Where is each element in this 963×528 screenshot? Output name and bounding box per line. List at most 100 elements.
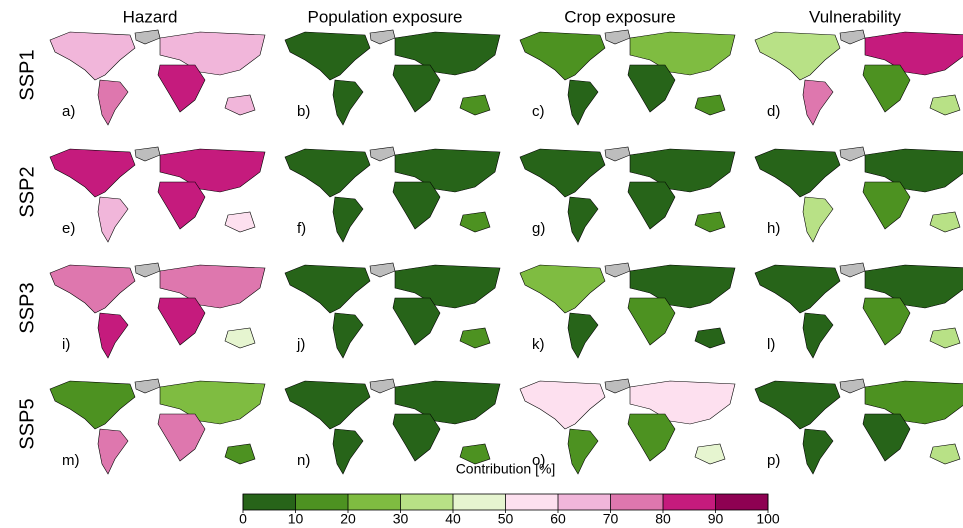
region bbox=[285, 32, 370, 80]
colorbar-tick-label: 40 bbox=[445, 511, 461, 527]
region bbox=[520, 265, 605, 313]
map-panel bbox=[50, 30, 265, 125]
region bbox=[628, 65, 675, 112]
region bbox=[98, 197, 128, 242]
region bbox=[930, 95, 960, 115]
panel-letter: f) bbox=[297, 220, 306, 237]
map-panel bbox=[285, 30, 500, 125]
column-title: Hazard bbox=[123, 7, 178, 26]
colorbar-swatch bbox=[401, 494, 454, 510]
region bbox=[460, 212, 490, 232]
region bbox=[803, 429, 833, 474]
region bbox=[333, 80, 363, 125]
map-panel bbox=[520, 263, 735, 358]
panel-letter: m) bbox=[62, 452, 80, 469]
region bbox=[695, 328, 725, 348]
row-label: SSP2 bbox=[16, 166, 38, 217]
region bbox=[333, 313, 363, 358]
greenland bbox=[135, 147, 160, 161]
row-label: SSP1 bbox=[16, 49, 38, 100]
region bbox=[98, 313, 128, 358]
region bbox=[393, 65, 440, 112]
column-title: Vulnerability bbox=[809, 7, 901, 26]
greenland bbox=[135, 30, 160, 44]
region bbox=[50, 32, 135, 80]
colorbar-tick-label: 80 bbox=[655, 511, 671, 527]
map-panel bbox=[520, 30, 735, 125]
colorbar-tick-label: 50 bbox=[498, 511, 514, 527]
region bbox=[158, 298, 205, 345]
greenland bbox=[370, 263, 395, 277]
region bbox=[930, 444, 960, 464]
panel-letter: a) bbox=[62, 103, 75, 120]
map-panel bbox=[50, 379, 265, 474]
row-label: SSP5 bbox=[16, 398, 38, 449]
map-panel bbox=[755, 30, 963, 125]
greenland bbox=[840, 30, 865, 44]
region bbox=[695, 212, 725, 232]
region bbox=[695, 444, 725, 464]
region bbox=[520, 381, 605, 429]
region bbox=[755, 381, 840, 429]
map-panel bbox=[50, 147, 265, 242]
panel-letter: k) bbox=[532, 336, 545, 353]
figure: Hazard Population exposure Crop exposure Vu… bbox=[0, 0, 963, 528]
region bbox=[158, 182, 205, 229]
region bbox=[225, 95, 255, 115]
colorbar-swatch bbox=[506, 494, 559, 510]
map-panel bbox=[285, 263, 500, 358]
region bbox=[863, 65, 910, 112]
region bbox=[225, 444, 255, 464]
panel-letter: d) bbox=[767, 103, 780, 120]
region bbox=[863, 414, 910, 461]
region bbox=[50, 149, 135, 197]
region bbox=[695, 95, 725, 115]
panel-letter: g) bbox=[532, 220, 545, 237]
colorbar-tick-label: 90 bbox=[708, 511, 724, 527]
region bbox=[930, 328, 960, 348]
colorbar-title: Contribution [%] bbox=[456, 461, 556, 477]
region bbox=[568, 429, 598, 474]
region bbox=[98, 80, 128, 125]
column-title: Crop exposure bbox=[564, 7, 676, 26]
map-panel bbox=[755, 263, 963, 358]
column-title: Population exposure bbox=[307, 7, 462, 26]
panel-letter: i) bbox=[62, 336, 70, 353]
colorbar-tick-label: 100 bbox=[756, 511, 780, 527]
colorbar-swatch bbox=[716, 494, 769, 510]
region bbox=[628, 414, 675, 461]
map-panel bbox=[755, 379, 963, 474]
greenland bbox=[370, 379, 395, 393]
colorbar-tick-label: 0 bbox=[239, 511, 247, 527]
region bbox=[520, 149, 605, 197]
panel-letter: e) bbox=[62, 220, 75, 237]
region bbox=[568, 313, 598, 358]
greenland bbox=[135, 263, 160, 277]
region bbox=[568, 197, 598, 242]
region bbox=[863, 182, 910, 229]
region bbox=[285, 149, 370, 197]
region bbox=[158, 414, 205, 461]
region bbox=[285, 265, 370, 313]
map-panel bbox=[520, 147, 735, 242]
panel-letter: h) bbox=[767, 220, 780, 237]
greenland bbox=[605, 30, 630, 44]
region bbox=[393, 298, 440, 345]
greenland bbox=[135, 379, 160, 393]
region bbox=[393, 414, 440, 461]
region bbox=[755, 265, 840, 313]
colorbar-tick-label: 60 bbox=[550, 511, 566, 527]
greenland bbox=[840, 379, 865, 393]
region bbox=[50, 381, 135, 429]
panel-letter: l) bbox=[767, 336, 775, 353]
colorbar-tick-label: 30 bbox=[393, 511, 409, 527]
region bbox=[225, 328, 255, 348]
region bbox=[333, 197, 363, 242]
region bbox=[50, 265, 135, 313]
colorbar-swatch bbox=[296, 494, 349, 510]
region bbox=[568, 80, 598, 125]
colorbar-tick-label: 20 bbox=[340, 511, 356, 527]
region bbox=[803, 197, 833, 242]
colorbar-swatch bbox=[348, 494, 401, 510]
panel-letter: p) bbox=[767, 452, 780, 469]
